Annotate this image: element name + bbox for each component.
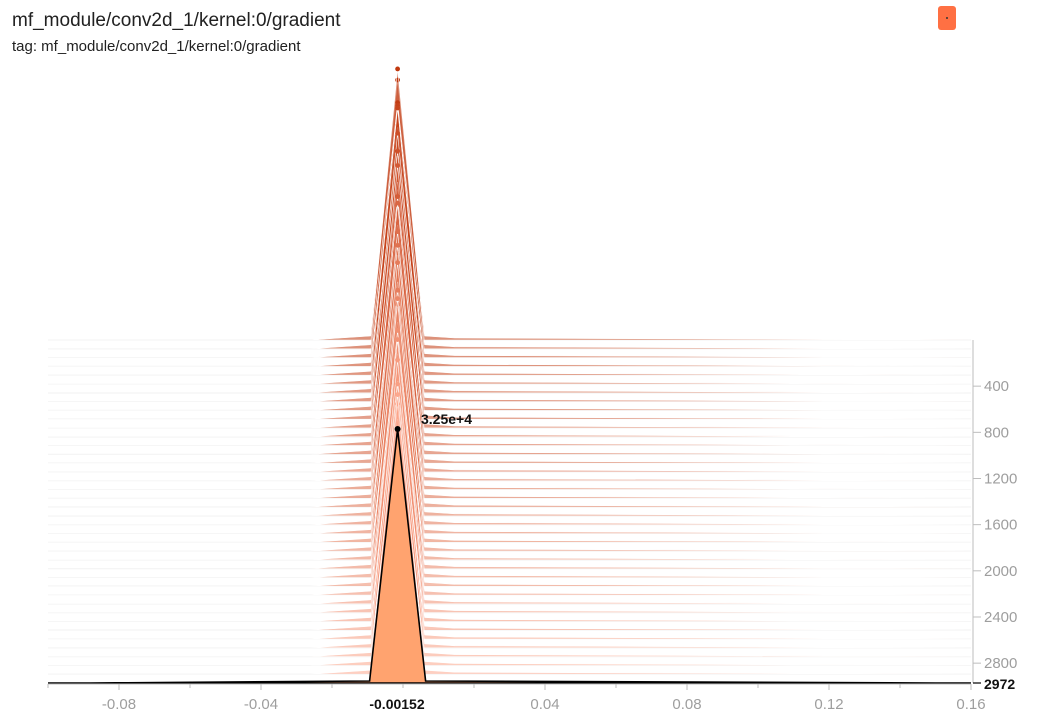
highlight-histogram	[48, 428, 971, 684]
histogram-ridge	[48, 124, 972, 367]
histogram-ridge	[48, 231, 972, 508]
y-tick-label: 2800	[984, 655, 1017, 672]
histogram-ridge	[48, 165, 972, 446]
histogram-ridge	[48, 298, 972, 578]
ridge-peak-point	[395, 328, 401, 333]
y-tick-label: 800	[984, 424, 1009, 441]
histogram-ridge	[48, 203, 972, 481]
x-tick-label: 0.08	[672, 696, 701, 713]
histogram-series	[48, 66, 972, 684]
x-tick-label: 0.12	[814, 696, 843, 713]
histogram-ridge	[48, 404, 972, 666]
histogram-ridge	[48, 394, 972, 675]
ridge-peak-point	[395, 260, 401, 266]
y-tick-label: 2000	[984, 563, 1017, 580]
color-swatch-button[interactable]	[938, 6, 956, 30]
histogram-ridge	[48, 339, 972, 613]
y-tick-label: 400	[984, 378, 1009, 395]
ridge-peak-point	[395, 200, 401, 206]
ridge-peak-point	[395, 392, 401, 398]
ridge-peak-point	[395, 229, 401, 235]
histogram-ridge	[48, 196, 972, 455]
histogram-ridge	[48, 204, 972, 473]
histogram-ridge	[48, 330, 972, 605]
histogram-ridge	[48, 383, 972, 649]
dot-icon	[946, 17, 948, 19]
ridge-peak-point	[395, 357, 401, 363]
ridge-peak-point	[395, 296, 401, 302]
histogram-ridge	[48, 102, 972, 358]
ridge-peak-point	[395, 66, 401, 72]
y-tick-label: 1600	[984, 517, 1017, 534]
x-tick-label: 0.16	[956, 696, 985, 713]
ridge-peak-point	[395, 287, 401, 293]
histogram-ridge	[48, 133, 972, 411]
x-axis: -0.08 -0.04 0.04 0.08 0.12 0.16	[47, 683, 986, 713]
ridge-peak-point	[395, 130, 401, 136]
histogram-ridge	[48, 279, 972, 534]
ridge-peak-point	[395, 163, 401, 168]
histogram-ridge	[48, 68, 972, 350]
histogram-ridge	[48, 290, 972, 552]
histogram-ridge	[48, 360, 972, 640]
histogram-ridge	[48, 179, 972, 438]
chart-tag: tag: mf_module/conv2d_1/kernel:0/gradien…	[12, 38, 301, 55]
highlight-group: -0.00152 2972 3.25e+4	[369, 411, 1015, 712]
highlight-value-label: 3.25e+4	[421, 411, 472, 427]
histogram-ridge	[48, 335, 972, 587]
ridge-peak-point	[395, 242, 401, 248]
x-tick-label: -0.08	[102, 696, 136, 713]
histogram-ridge	[48, 151, 972, 420]
x-tick-label: 0.04	[530, 696, 559, 713]
ridge-peak-point	[395, 381, 401, 387]
y-tick-label: 1200	[984, 470, 1017, 487]
ridge-peak-point	[395, 194, 401, 199]
histogram-ridge	[48, 245, 972, 517]
chart-title: mf_module/conv2d_1/kernel:0/gradient	[12, 10, 341, 31]
highlight-peak-point	[394, 426, 401, 432]
histogram-ridge	[48, 241, 972, 490]
highlight-step-label: 2972	[984, 676, 1015, 692]
highlight-x-label: -0.00152	[369, 696, 424, 712]
y-tick-label: 2400	[984, 609, 1017, 626]
histogram-ridge	[48, 107, 972, 385]
y-axis: 400 800 1200 1600 2000 2400 2800	[972, 340, 1017, 684]
histogram-ridge	[48, 262, 972, 543]
histogram-ridge	[48, 378, 972, 631]
ridge-peak-point	[395, 105, 401, 111]
x-tick-label: -0.04	[244, 696, 278, 713]
ridge-peak-point	[395, 148, 401, 154]
histogram-ridge	[48, 105, 972, 376]
histogram-ridge	[48, 79, 972, 341]
ridge-peak-point	[395, 337, 401, 343]
